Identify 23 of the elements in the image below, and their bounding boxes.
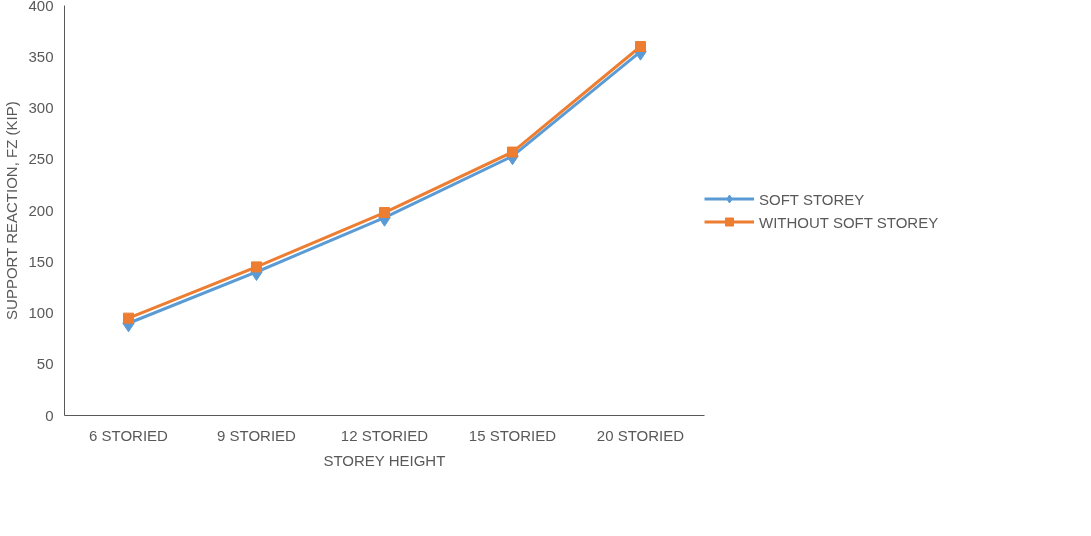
y-tick-label: 400	[28, 0, 54, 14]
y-tick-label: 250	[28, 150, 54, 168]
point	[635, 41, 646, 52]
x-tick-label: 15 STORIED	[468, 426, 557, 444]
y-tick-label: 50	[36, 355, 54, 373]
y-tick-label: 0	[45, 406, 54, 424]
x-tick-label: 6 STORIED	[89, 426, 169, 444]
legend-label: WITHOUT SOFT STOREY	[759, 213, 939, 230]
y-tick-label: 100	[28, 304, 54, 321]
y-tick-label: 200	[28, 201, 54, 219]
x-tick-label: 20 STORIED	[596, 426, 685, 444]
y-tick-label: 350	[28, 47, 54, 65]
x-tick-label: 9 STORIED	[217, 426, 297, 444]
y-tick-label: 150	[28, 252, 54, 270]
point	[379, 207, 390, 219]
point	[507, 146, 518, 158]
x-axis-title: STOREY HEIGHT	[323, 451, 446, 469]
point	[123, 312, 134, 324]
point	[251, 261, 262, 273]
y-tick-label: 300	[28, 99, 54, 116]
y-axis-title: SUPPORT REACTION, FZ (KIP)	[3, 101, 21, 320]
legend-label: SOFT STOREY	[759, 190, 865, 207]
x-tick-label: 12 STORIED	[340, 426, 429, 444]
